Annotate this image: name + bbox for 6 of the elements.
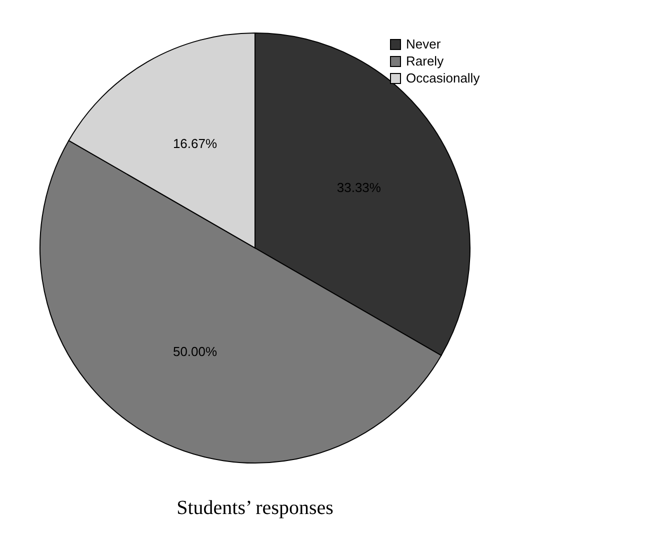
legend-label: Occasionally: [406, 70, 480, 86]
text: Students’ responses: [176, 497, 334, 519]
legend-label: Never: [406, 36, 442, 52]
data-label: 50.00%: [172, 344, 218, 359]
data-label: 16.67%: [172, 136, 218, 152]
legend-label: Rarely: [406, 54, 444, 68]
